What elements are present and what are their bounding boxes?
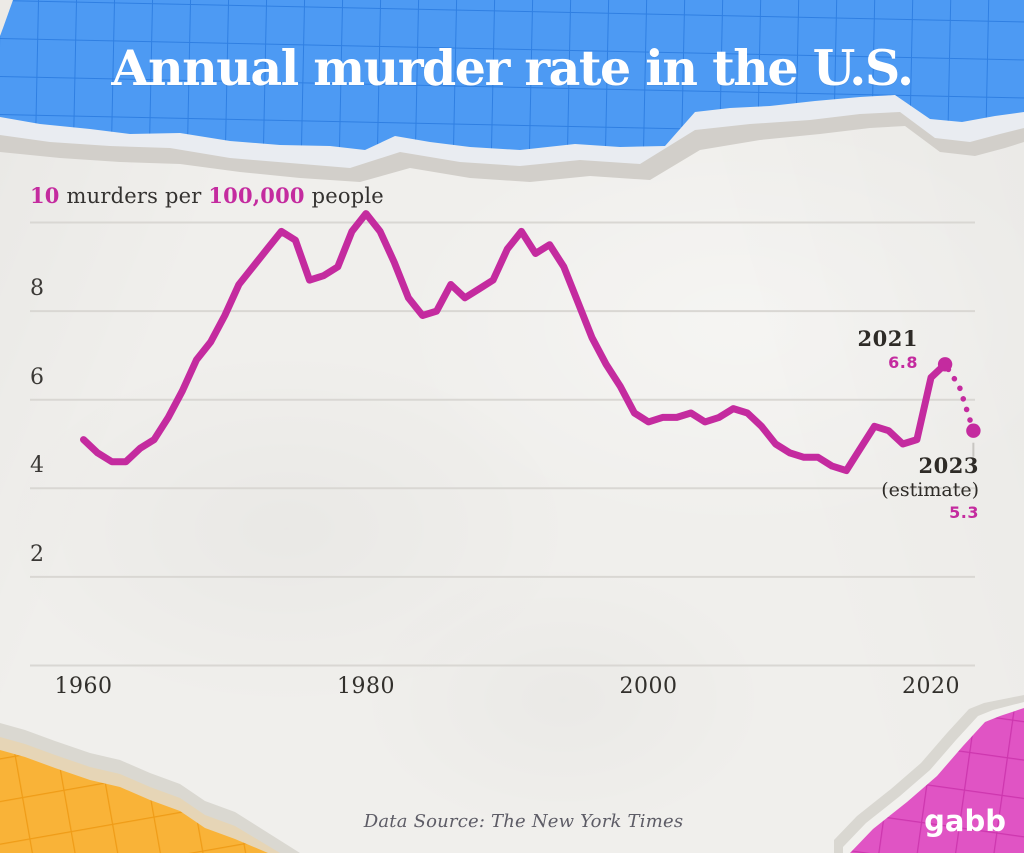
torn-fiber-white	[0, 92, 1024, 168]
x-tick-label-1980: 1980	[337, 674, 395, 699]
y-tick-label-4: 4	[30, 453, 44, 479]
estimate-dotted-line	[942, 361, 977, 434]
corner-fleck	[0, 0, 13, 36]
annotation-2021-peak: 2021 6.8	[858, 327, 918, 371]
annotation-2023-year: 2023	[918, 453, 979, 478]
y-tick-label-2: 2	[30, 541, 44, 567]
x-tick-label-2000: 2000	[619, 674, 678, 699]
gabb-logo: gabb	[924, 804, 1006, 838]
annotation-2023-estimate: 2023 (estimate) 5.3	[881, 454, 979, 522]
blue-grid-paper	[0, 0, 1024, 150]
y-tick-label-8: 8	[30, 276, 44, 302]
annotation-2023-qualifier: (estimate)	[881, 478, 979, 501]
data-point-2023	[966, 423, 981, 438]
annotation-2021-year: 2021	[857, 326, 918, 351]
torn-paper-header	[0, 0, 1024, 182]
unit-text-1: murders per	[59, 184, 209, 208]
orange-grid-paper	[0, 750, 268, 853]
torn-paper-corner-orange	[0, 723, 300, 853]
y-tick-label-6: 6	[30, 364, 44, 390]
annotation-2021-value: 6.8	[888, 352, 918, 372]
unit-rate-number: 10	[30, 183, 60, 208]
y-axis-unit-label: 10 murders per 100,000 people	[30, 183, 384, 208]
murder-rate-line	[80, 210, 949, 475]
data-source-credit: Data Source: The New York Times	[363, 811, 684, 832]
unit-text-2: people	[304, 184, 384, 208]
x-tick-label-1960: 1960	[54, 674, 113, 699]
data-point-2021	[937, 357, 953, 372]
annotation-2023-value: 5.3	[949, 502, 979, 522]
page-title: Annual murder rate in the U.S.	[111, 39, 914, 97]
pink-grid-paper	[850, 708, 1024, 853]
x-tick-label-2020: 2020	[902, 674, 960, 699]
torn-paper-corner-pink	[834, 695, 1024, 853]
unit-population-number: 100,000	[208, 183, 305, 208]
